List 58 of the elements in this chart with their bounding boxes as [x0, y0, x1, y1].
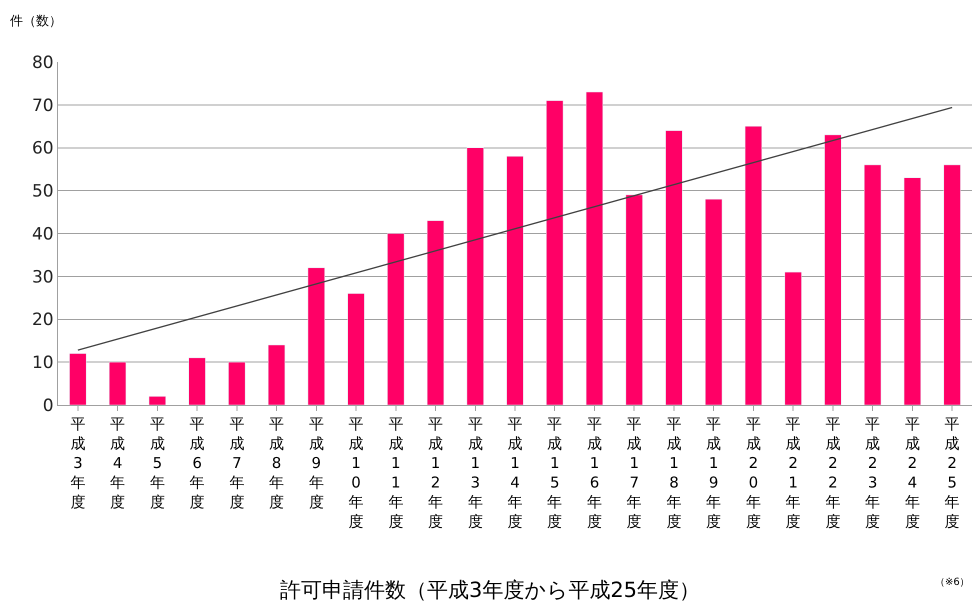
- bar: [705, 198, 722, 405]
- bar: [744, 126, 762, 405]
- x-tick-label: 平成25年度: [944, 415, 960, 530]
- x-tick-label: 平成23年度: [865, 415, 880, 530]
- bar: [347, 293, 365, 405]
- x-tick-label: 平成24年度: [904, 415, 920, 530]
- x-tick-label: 平成11年度: [388, 415, 404, 530]
- y-axis-title: 件（数）: [10, 14, 62, 29]
- bar: [904, 178, 921, 405]
- bar: [784, 272, 802, 405]
- x-tick-label: 平成22年度: [825, 415, 840, 530]
- x-tick-label: 平成15年度: [547, 415, 562, 530]
- y-tick-label: 0: [42, 396, 54, 416]
- bar: [387, 233, 404, 405]
- bar: [824, 134, 842, 405]
- y-tick-label: 70: [32, 96, 54, 116]
- bar: [665, 130, 683, 405]
- y-tick-label: 20: [32, 310, 54, 330]
- x-tick-label: 平成10年度: [348, 415, 364, 530]
- x-tick-label: 平成18年度: [666, 415, 682, 530]
- x-tick-label: 平成12年度: [428, 415, 444, 530]
- bar: [944, 164, 961, 405]
- x-tick-label: 平成4年度: [110, 415, 126, 511]
- bar: [228, 362, 246, 405]
- bar: [426, 220, 444, 405]
- x-tick-label: 平成21年度: [786, 415, 801, 530]
- x-tick-label: 平成6年度: [190, 415, 205, 511]
- y-tick-label: 50: [32, 182, 54, 202]
- bar: [864, 164, 882, 405]
- y-tick-label: 80: [32, 52, 54, 73]
- x-tick-label: 平成14年度: [508, 415, 522, 530]
- bar: [308, 268, 325, 405]
- x-tick-label: 平成20年度: [746, 415, 761, 530]
- x-tick-label: 平成19年度: [706, 415, 722, 530]
- x-tick-label: 平成8年度: [269, 415, 284, 511]
- x-tick-label: 平成17年度: [626, 415, 642, 530]
- bar: [546, 100, 564, 405]
- bar: [586, 92, 604, 405]
- x-tick-label: 平成16年度: [586, 415, 602, 530]
- x-tick-label: 平成13年度: [468, 415, 483, 530]
- bar: [466, 148, 484, 405]
- bar: [109, 362, 126, 405]
- y-tick-label: 10: [32, 353, 54, 374]
- x-tick-label: 平成9年度: [308, 415, 324, 511]
- bar: [148, 396, 166, 405]
- bar: [188, 358, 206, 405]
- bar: [268, 344, 286, 405]
- text: （※6）: [935, 577, 970, 588]
- y-tick-label: 60: [32, 138, 54, 159]
- y-tick-label: 30: [32, 267, 54, 288]
- text: 許可申請件数（平成3年度から平成25年度）: [280, 578, 700, 602]
- bar: [626, 194, 643, 405]
- bar: [506, 156, 524, 405]
- x-tick-label: 平成3年度: [70, 415, 86, 511]
- y-tick-label: 40: [32, 224, 54, 244]
- bar: [69, 353, 86, 405]
- x-tick-label: 平成7年度: [229, 415, 244, 511]
- x-tick-label: 平成5年度: [150, 415, 165, 511]
